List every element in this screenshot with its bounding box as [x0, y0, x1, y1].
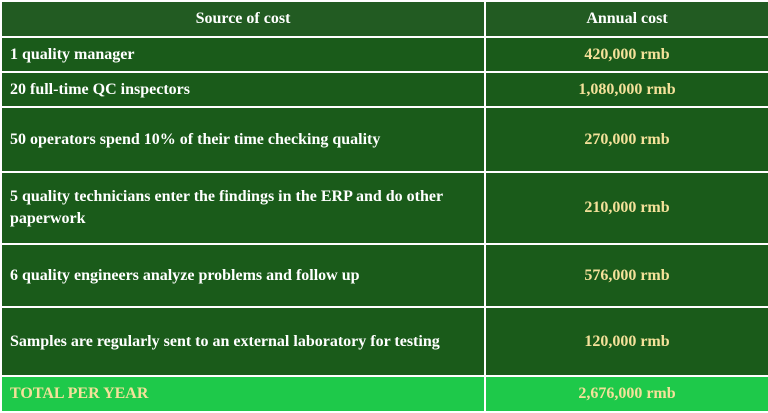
row-source: Samples are regularly sent to an externa… [0, 306, 486, 377]
row-source: 20 full-time QC inspectors [0, 71, 486, 108]
table-row: 1 quality manager 420,000 rmb [0, 36, 768, 73]
table-row: 6 quality engineers analyze problems and… [0, 243, 768, 308]
total-cost: 2,676,000 rmb [484, 375, 768, 413]
row-source: 5 quality technicians enter the findings… [0, 171, 486, 245]
row-cost: 1,080,000 rmb [484, 71, 768, 108]
row-cost: 420,000 rmb [484, 36, 768, 73]
row-source: 1 quality manager [0, 36, 486, 73]
header-row: Source of cost Annual cost [0, 0, 768, 38]
total-label: TOTAL PER YEAR [0, 375, 486, 413]
header-annual-cost: Annual cost [484, 0, 768, 38]
table-row: Samples are regularly sent to an externa… [0, 306, 768, 377]
table-row: 5 quality technicians enter the findings… [0, 171, 768, 245]
table-row: 20 full-time QC inspectors 1,080,000 rmb [0, 71, 768, 108]
row-source: 6 quality engineers analyze problems and… [0, 243, 486, 308]
row-cost: 120,000 rmb [484, 306, 768, 377]
header-source-of-cost: Source of cost [0, 0, 486, 38]
row-cost: 270,000 rmb [484, 106, 768, 173]
row-source: 50 operators spend 10% of their time che… [0, 106, 486, 173]
row-cost: 210,000 rmb [484, 171, 768, 245]
table-row: 50 operators spend 10% of their time che… [0, 106, 768, 173]
row-cost: 576,000 rmb [484, 243, 768, 308]
total-row: TOTAL PER YEAR 2,676,000 rmb [0, 375, 768, 413]
